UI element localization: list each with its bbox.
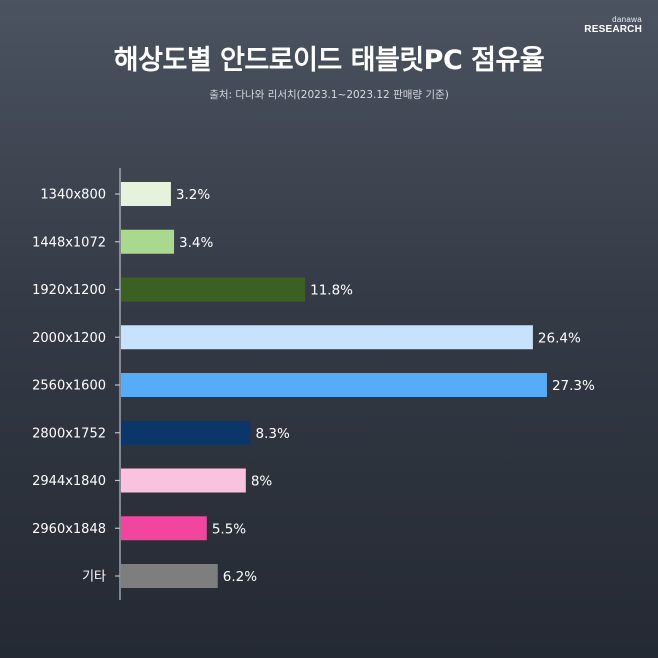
bar [121, 373, 547, 397]
value-label: 6.2% [223, 569, 257, 585]
category-label: 1448x1072 [32, 235, 106, 250]
bar [121, 277, 306, 302]
value-label: 3.2% [176, 187, 210, 203]
bar [121, 325, 533, 350]
category-label: 1920x1200 [32, 283, 106, 298]
category-label: 1340x800 [40, 188, 106, 203]
category-label: 2000x1200 [32, 331, 106, 346]
category-label: 기타 [82, 570, 106, 585]
value-label: 3.4% [179, 235, 213, 251]
bar [121, 229, 175, 254]
category-label: 2560x1600 [32, 379, 106, 394]
chart-title: 해상도별 안드로이드 태블릿PC 점유율 [113, 45, 545, 76]
value-label: 26.4% [538, 330, 581, 346]
chart-source: 출처: 다나와 리서치(2023.1~2023.12 판매량 기준) [209, 89, 449, 101]
danawa-research-logo: danawa RESEARCH [584, 16, 642, 35]
value-label: 8.3% [256, 426, 290, 442]
category-label: 2960x1848 [32, 522, 106, 537]
logo-line1: danawa [612, 15, 642, 24]
value-label: 5.5% [212, 521, 246, 537]
bar [121, 516, 207, 541]
bar [121, 182, 171, 206]
value-label: 27.3% [552, 378, 595, 394]
category-label: 2800x1752 [32, 426, 106, 441]
bar [121, 468, 246, 493]
bar [121, 564, 218, 588]
category-label: 2944x1840 [32, 474, 106, 489]
bar [121, 420, 251, 445]
logo-line2: RESEARCH [584, 24, 642, 35]
value-label: 8% [251, 474, 273, 490]
value-label: 11.8% [310, 283, 353, 299]
